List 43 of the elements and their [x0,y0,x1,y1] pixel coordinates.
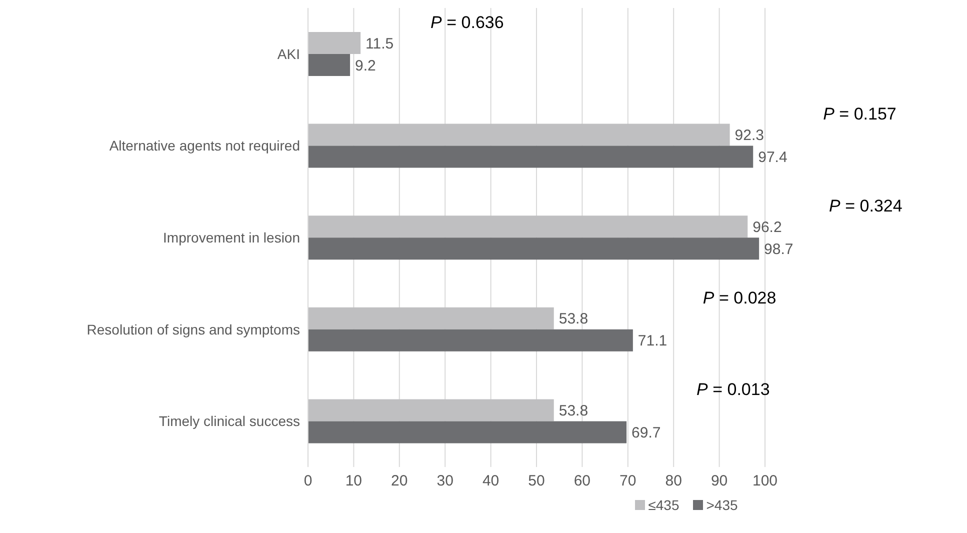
annotation: P = 0.028 [702,288,776,308]
y-tick-label: Alternative agents not required [109,138,300,154]
data-label: 53.8 [558,310,588,328]
bar [308,124,730,146]
bar [308,399,554,422]
x-tick-label: 10 [345,472,362,490]
bar [308,146,754,168]
x-tick-label: 40 [482,472,500,490]
y-tick-label: Improvement in lesion [163,229,300,246]
legend-label: >435 [705,497,738,513]
bar [308,54,350,76]
x-tick-label: 80 [665,472,682,490]
x-tick-label: 30 [436,472,454,490]
x-tick-label: 0 [304,472,312,490]
bar [308,421,627,444]
text: P = 0.324 [829,196,902,216]
data-label: 9.2 [355,57,376,74]
y-tick-label: Resolution of signs and symptoms [86,321,300,338]
data-label: 96.2 [752,218,782,236]
y-tick-label: AKI [277,46,300,62]
x-tick-label: 100 [752,472,778,490]
bar [308,307,554,330]
x-tick-label: 60 [574,472,591,490]
x-tick-label: 50 [528,472,545,490]
data-label: 69.7 [632,424,661,442]
legend-label: ≤435 [647,497,680,513]
data-label: 71.1 [638,332,668,350]
annotation: P = 0.636 [430,12,504,32]
data-label: 11.5 [366,35,394,52]
data-label: 53.8 [558,402,588,420]
text: P = 0.157 [823,104,896,124]
bar [308,238,760,260]
x-tick-label: 70 [620,472,636,490]
y-tick-label: Timely clinical success [158,413,300,430]
data-label: 98.7 [764,240,794,258]
bar [308,329,633,352]
bar [308,216,748,238]
x-tick-label: 90 [710,472,728,490]
bar [308,32,361,54]
data-label: 97.4 [758,149,788,166]
data-label: 92.3 [734,127,764,144]
x-tick-label: 20 [391,472,408,490]
annotation: P = 0.013 [696,380,770,400]
